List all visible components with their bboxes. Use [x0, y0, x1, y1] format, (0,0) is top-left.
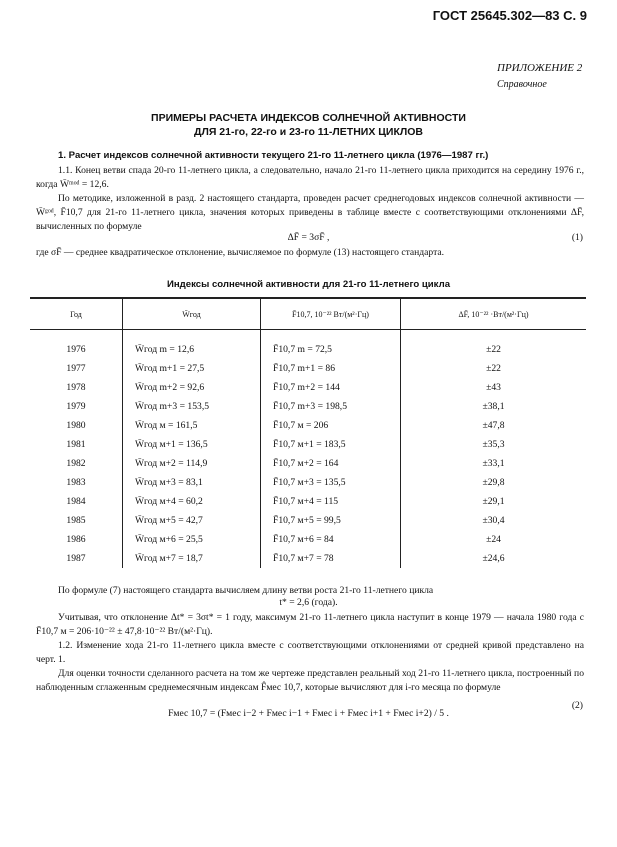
paragraph: 1.2. Изменение хода 21-го 11-летнего цик…	[36, 640, 584, 665]
delta-f-cell: ±43	[400, 378, 586, 397]
col-header: F̄10,7, 10⁻²² Вт/(м²·Гц)	[260, 297, 401, 330]
f-cell: F̄10,7 м+5 = 99,5	[260, 511, 401, 530]
f-cell: F̄10,7 м+4 = 115	[260, 492, 401, 511]
year-cell: 1984	[66, 496, 86, 507]
year-cell: 1979	[66, 401, 86, 412]
table-caption: Индексы солнечной активности для 21-го 1…	[166, 279, 451, 290]
col-header: W̄год	[122, 297, 261, 330]
w-cell: W̄год м+4 = 60,2	[122, 492, 261, 511]
year-cell: 1983	[66, 477, 86, 488]
w-cell: W̄год м+5 = 42,7	[122, 511, 261, 530]
f-cell: F̄10,7 m+1 = 86	[260, 359, 401, 378]
f-cell: F̄10,7 м = 206	[260, 416, 401, 435]
f-cell: F̄10,7 м+2 = 164	[260, 454, 401, 473]
year-cell: 1976	[66, 344, 86, 355]
f-cell: F̄10,7 м+7 = 78	[260, 549, 401, 568]
f-cell: F̄10,7 m = 72,5	[260, 329, 401, 359]
year-cell: 1986	[66, 534, 86, 545]
col-header: ΔF̄, 10⁻²² ·Вт/(м²·Гц)	[400, 297, 586, 330]
paragraph: где σF̄ — среднее квадратическое отклоне…	[36, 247, 445, 258]
col-header: Год	[30, 297, 123, 330]
year-cell: 1985	[66, 515, 86, 526]
year-cell: 1982	[66, 458, 86, 469]
table-row: 1987 W̄год м+7 = 18,7 F̄10,7 м+7 = 78 ±24,6	[30, 549, 586, 568]
w-cell: W̄год m+2 = 92,6	[122, 378, 261, 397]
f-cell: F̄10,7 м+1 = 183,5	[260, 435, 401, 454]
w-cell: W̄год м+2 = 114,9	[122, 454, 261, 473]
table-row: 1981 W̄год м+1 = 136,5 F̄10,7 м+1 = 183,5 ±…	[30, 435, 586, 454]
table-row: 1984 W̄год м+4 = 60,2 F̄10,7 м+4 = 115 ±29,…	[30, 492, 586, 511]
w-cell: W̄год м+7 = 18,7	[122, 549, 261, 568]
table-row: 1985 W̄год м+5 = 42,7 F̄10,7 м+5 = 99,5 ±30…	[30, 511, 586, 530]
delta-f-cell: ±22	[400, 329, 586, 359]
formula-2: t* = 2,6 (года).	[279, 597, 338, 608]
delta-f-cell: ±47,8	[400, 416, 586, 435]
delta-f-cell: ±29,1	[400, 492, 586, 511]
w-cell: W̄год м = 161,5	[122, 416, 261, 435]
delta-f-cell: ±24	[400, 530, 586, 549]
solar-activity-table: Год W̄год F̄10,7, 10⁻²² Вт/(м²·Гц) ΔF̄, …	[30, 297, 586, 568]
paragraph: 1.1. Конец ветви спада 20-го 11-летнего …	[36, 165, 584, 190]
appendix-label: ПРИЛОЖЕНИЕ 2	[497, 62, 583, 74]
appendix-type: Справочное	[497, 79, 547, 90]
formula-3: Fмес 10,7 = (Fмес i−2 + Fмес i−1 + Fмес …	[168, 708, 449, 719]
table-row: 1976 W̄год m = 12,6 F̄10,7 m = 72,5 ±22	[30, 329, 586, 359]
paragraph: По методике, изложенной в разд. 2 настоя…	[36, 193, 584, 232]
year-cell: 1987	[66, 553, 86, 564]
doc-title-line-1: ПРИМЕРЫ РАСЧЕТА ИНДЕКСОВ СОЛНЕЧНОЙ АКТИВ…	[151, 112, 466, 124]
table-row: 1978 W̄год m+2 = 92,6 F̄10,7 m+2 = 144 ±43	[30, 378, 586, 397]
w-cell: W̄год м+3 = 83,1	[122, 473, 261, 492]
w-cell: W̄год m+1 = 27,5	[122, 359, 261, 378]
paragraph: Для оценки точности сделанного расчета н…	[36, 668, 584, 693]
delta-f-cell: ±22	[400, 359, 586, 378]
w-cell: W̄год m+3 = 153,5	[122, 397, 261, 416]
table-row: 1983 W̄год м+3 = 83,1 F̄10,7 м+3 = 135,5 ±2…	[30, 473, 586, 492]
table-row: 1986 W̄год м+6 = 25,5 F̄10,7 м+6 = 84 ±24	[30, 530, 586, 549]
doc-title-line-2: ДЛЯ 21-го, 22-го и 23-го 11-ЛЕТНИХ ЦИКЛО…	[193, 126, 423, 138]
paragraph: По формуле (7) настоящего стандарта вычи…	[58, 585, 434, 596]
year-cell: 1978	[66, 382, 86, 393]
w-cell: W̄год м+6 = 25,5	[122, 530, 261, 549]
year-cell: 1980	[66, 420, 86, 431]
section-heading: 1. Расчет индексов солнечной активности …	[58, 150, 489, 161]
paragraph: Учитывая, что отклонение Δt* = 3σt* = 1 …	[36, 612, 584, 637]
table-row: 1980 W̄год м = 161,5 F̄10,7 м = 206 ±47,8	[30, 416, 586, 435]
f-cell: F̄10,7 m+3 = 198,5	[260, 397, 401, 416]
delta-f-cell: ±38,1	[400, 397, 586, 416]
delta-f-cell: ±33,1	[400, 454, 586, 473]
table-row: 1977 W̄год m+1 = 27,5 F̄10,7 m+1 = 86 ±22	[30, 359, 586, 378]
delta-f-cell: ±29,8	[400, 473, 586, 492]
f-cell: F̄10,7 м+6 = 84	[260, 530, 401, 549]
f-cell: F̄10,7 м+3 = 135,5	[260, 473, 401, 492]
f-cell: F̄10,7 m+2 = 144	[260, 378, 401, 397]
page-header: ГОСТ 25645.302—83 С. 9	[432, 8, 587, 23]
table-row: 1982 W̄год м+2 = 114,9 F̄10,7 м+2 = 164 ±33…	[30, 454, 586, 473]
year-cell: 1977	[66, 363, 86, 374]
w-cell: W̄год m = 12,6	[122, 329, 261, 359]
delta-f-cell: ±24,6	[400, 549, 586, 568]
table-row: 1979 W̄год m+3 = 153,5 F̄10,7 m+3 = 198,5 ±…	[30, 397, 586, 416]
year-cell: 1981	[66, 439, 86, 450]
delta-f-cell: ±35,3	[400, 435, 586, 454]
delta-f-cell: ±30,4	[400, 511, 586, 530]
w-cell: W̄год м+1 = 136,5	[122, 435, 261, 454]
equation-number: (2)	[571, 700, 583, 711]
formula-1: ΔF̄ = 3σF̄ ,	[287, 232, 330, 243]
equation-number: (1)	[571, 232, 583, 243]
